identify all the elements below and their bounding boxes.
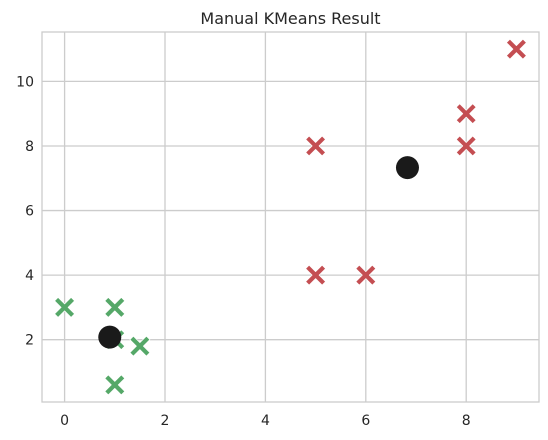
cluster-point <box>104 296 126 318</box>
chart-title: Manual KMeans Result <box>200 9 380 28</box>
y-tick-label: 6 <box>25 204 34 220</box>
grid-lines <box>42 32 539 402</box>
x-axis-ticks: 0 2 4 6 8 <box>60 413 471 429</box>
cluster-point <box>54 296 75 318</box>
cluster-point <box>355 264 377 286</box>
cluster-point <box>305 135 327 157</box>
cluster-point <box>455 103 477 125</box>
cluster-point <box>104 374 126 396</box>
y-tick-label: 10 <box>16 74 34 90</box>
cluster-point <box>129 335 151 357</box>
cluster-point <box>506 38 527 60</box>
y-axis-ticks: 2 4 6 8 10 <box>16 74 34 348</box>
x-tick-label: 4 <box>261 413 270 429</box>
y-tick-label: 8 <box>25 139 34 155</box>
y-tick-label: 4 <box>25 268 34 284</box>
cluster-point <box>455 135 477 157</box>
centroid-point <box>98 325 122 349</box>
x-tick-label: 0 <box>60 413 69 429</box>
x-tick-label: 6 <box>361 413 370 429</box>
plot-frame <box>41 31 540 403</box>
y-tick-label: 2 <box>25 333 34 349</box>
cluster-point <box>305 264 327 286</box>
x-tick-label: 8 <box>462 413 471 429</box>
centroid-point <box>395 156 419 180</box>
x-tick-label: 2 <box>161 413 170 429</box>
data-points <box>54 38 527 396</box>
